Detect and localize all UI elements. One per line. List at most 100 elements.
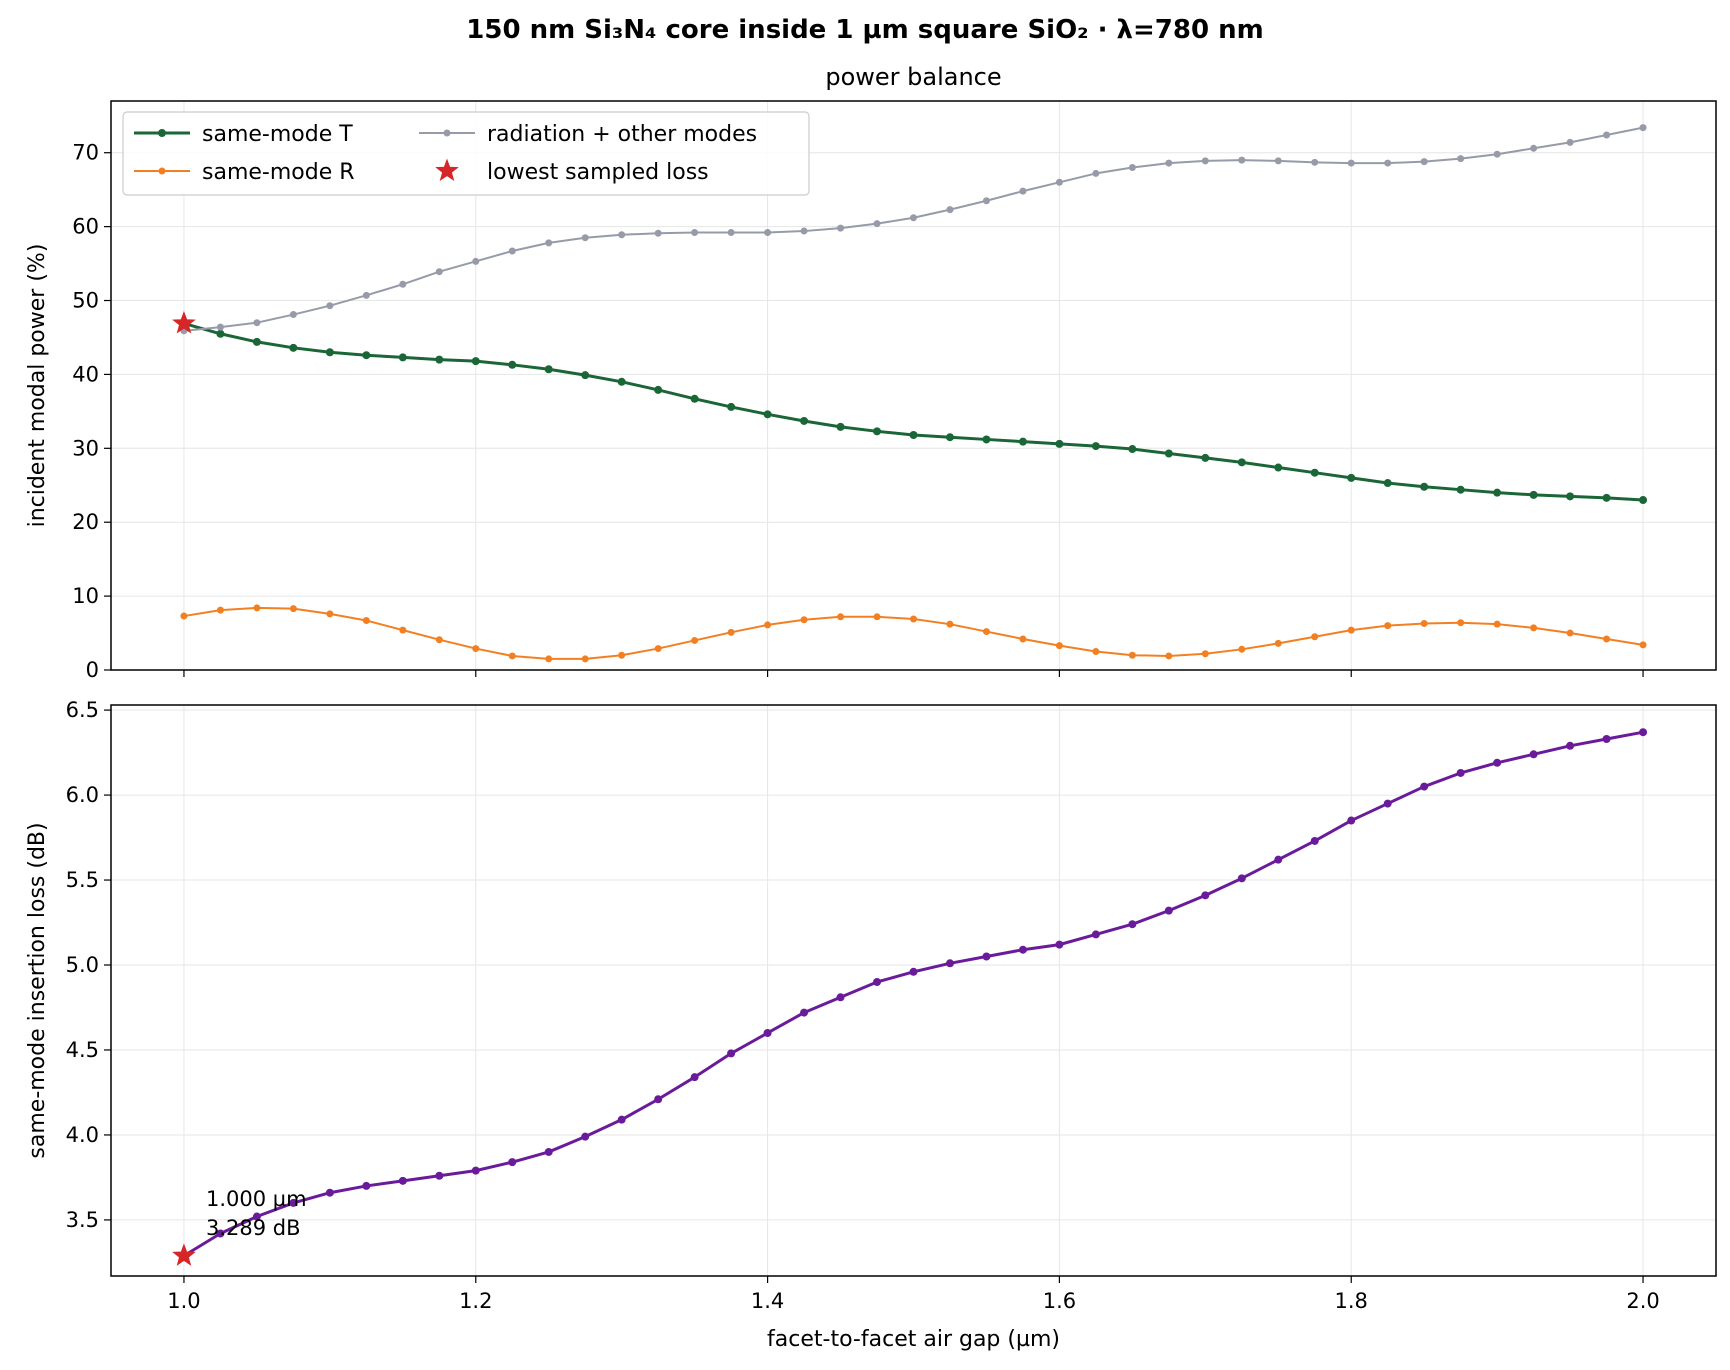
data-point [1420,619,1428,627]
data-point [1493,488,1502,497]
data-point [690,394,699,403]
annotation-text: 3.289 dB [206,1216,301,1240]
data-point [1457,155,1465,163]
data-point [837,613,845,621]
series-line-same-mode-t [183,321,1644,502]
data-point [1311,633,1319,641]
data-point [216,323,224,331]
data-point [873,613,881,621]
data-point [1055,642,1063,650]
data-point [508,1158,517,1167]
legend-label: lowest sampled loss [487,160,709,185]
data-point [1384,159,1392,167]
data-point [837,224,845,232]
data-point [1347,816,1356,825]
data-point [362,1181,371,1190]
data-point [471,1166,480,1175]
data-point [216,329,225,338]
data-point [727,402,736,411]
data-point [800,1008,809,1017]
data-point [362,291,370,299]
data-point [1456,768,1465,777]
data-point [398,353,407,362]
data-point [1018,437,1027,446]
data-point [1311,158,1319,166]
data-point [1237,874,1246,883]
y-tick-label: 4.5 [66,1038,99,1062]
data-point [471,357,480,366]
data-point [910,214,917,222]
data-point [508,247,516,255]
data-point [1530,144,1538,152]
data-point [1347,473,1356,482]
data-point [946,206,954,214]
y-tick-label: 5.5 [66,868,99,892]
legend-star [435,158,459,182]
data-point [873,978,882,987]
data-point [180,612,188,620]
data-point [252,1212,261,1221]
data-point [1639,641,1647,649]
data-point [800,416,809,425]
data-point [581,655,589,663]
data-point [289,605,297,613]
data-point [800,227,808,235]
data-point [253,604,261,612]
data-point [763,1028,772,1037]
data-point [617,1115,626,1124]
data-point [1274,463,1283,472]
legend: same-mode T same-mode R radiation + other … [122,111,810,196]
data-point [1201,650,1209,658]
data-point [399,626,407,634]
data-point [1055,178,1063,186]
data-point [1603,131,1611,139]
axes-title: power balance [825,63,1001,91]
lowest-loss-star-marker [172,310,196,334]
data-point [691,229,699,237]
data-point [1310,468,1319,477]
data-point [1566,741,1575,750]
data-point [398,1176,407,1185]
data-point [1274,639,1282,647]
data-point [1274,855,1283,864]
data-point [1639,728,1648,737]
data-point [690,1073,699,1082]
y-tick-label: 3.5 [66,1208,99,1232]
axes-frame [110,704,1717,1277]
y-axis-label: incident modal power (%) [25,244,50,528]
data-point [289,343,298,352]
data-point [1602,493,1611,502]
data-point [1128,164,1136,172]
data-point [289,1198,298,1207]
data-point [654,229,662,237]
data-point [472,645,480,653]
data-point [654,645,662,653]
data-point [1347,626,1355,634]
legend-marker [158,129,166,137]
data-point [1055,439,1064,448]
data-point [1091,442,1100,451]
data-point [691,636,699,644]
data-point [325,1188,334,1197]
data-point [982,628,990,636]
data-point [545,239,553,247]
data-point [362,351,371,360]
data-point [362,616,370,624]
data-point [1238,156,1246,164]
data-point [435,1171,444,1180]
data-point [909,967,918,976]
lowest-loss-star-marker [172,1243,196,1266]
data-point [1092,169,1100,177]
data-point [836,993,845,1002]
data-point [764,229,772,237]
data-point [945,433,954,442]
legend-label: radiation + other modes [487,122,757,147]
data-point [1566,492,1575,501]
data-point [1530,624,1538,632]
data-point [544,1147,553,1156]
data-point [1639,124,1647,132]
data-point [1310,836,1319,845]
y-tick-label: 50 [72,289,99,313]
y-axis-label: same-mode insertion loss (dB) [25,822,50,1158]
data-point [1383,799,1392,808]
